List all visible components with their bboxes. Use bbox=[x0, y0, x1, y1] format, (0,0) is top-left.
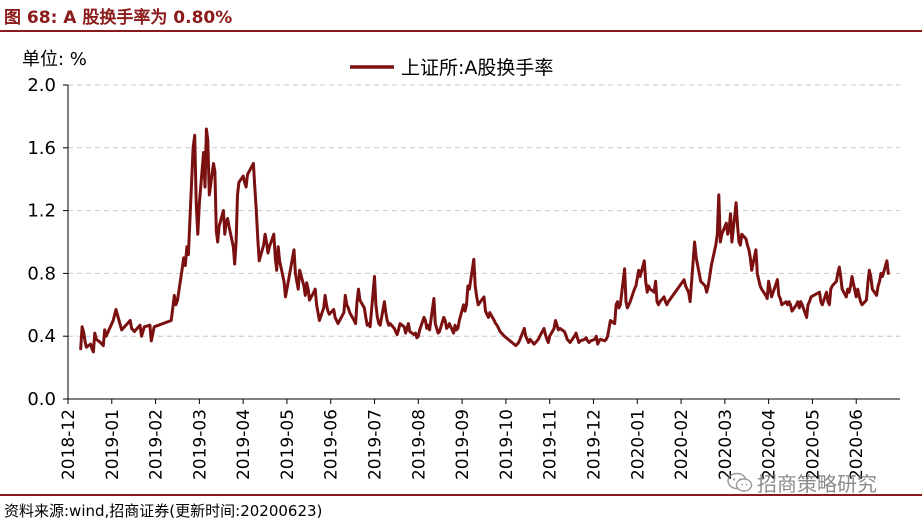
y-tick-label: 0.4 bbox=[27, 326, 56, 347]
y-tick-label: 0.8 bbox=[27, 263, 56, 284]
line-chart: 0.0 0.4 0.8 1.2 1.6 2.0 2018-12 2019-01 2019-02… bbox=[27, 57, 900, 480]
x-tick-label: 2020-03 bbox=[716, 409, 736, 480]
x-tick-label: 2019-04 bbox=[234, 409, 254, 480]
gridlines bbox=[68, 84, 900, 337]
x-tick-label: 2019-07 bbox=[366, 409, 386, 480]
x-tick-label: 2019-08 bbox=[409, 409, 429, 480]
x-tick-label: 2018-12 bbox=[59, 409, 79, 480]
x-tick-label: 2019-11 bbox=[541, 409, 561, 480]
figure-title: 图 68: A 股换手率为 0.80% bbox=[4, 8, 233, 28]
x-tick-label: 2020-01 bbox=[628, 409, 648, 480]
x-tick-label: 2019-09 bbox=[453, 409, 473, 480]
x-tick-label: 2019-10 bbox=[497, 409, 517, 480]
legend: 上证所:A股换手率 bbox=[350, 57, 553, 79]
watermark: 招商策略研究 bbox=[727, 468, 877, 497]
x-tick-label: 2020-02 bbox=[672, 409, 692, 480]
figure-header: 图 68: A 股换手率为 0.80% bbox=[0, 0, 922, 32]
y-tick-labels: 0.0 0.4 0.8 1.2 1.6 2.0 bbox=[27, 75, 56, 410]
y-tick-label: 2.0 bbox=[27, 75, 56, 96]
x-tick-label: 2020-06 bbox=[847, 409, 867, 480]
x-tick-label: 2019-06 bbox=[322, 409, 342, 480]
watermark-text: 招商策略研究 bbox=[757, 472, 877, 496]
x-tick-label: 2019-05 bbox=[278, 409, 298, 480]
legend-label: 上证所:A股换手率 bbox=[401, 57, 553, 79]
series-line bbox=[79, 127, 890, 354]
x-tick-labels: 2018-12 2019-01 2019-02 2019-03 2019-04 2019-… bbox=[59, 409, 867, 480]
y-tick-label: 1.6 bbox=[27, 138, 56, 159]
x-tick-label: 2019-03 bbox=[190, 409, 210, 480]
axes bbox=[63, 84, 900, 404]
x-tick-label: 2020-04 bbox=[760, 409, 780, 480]
x-tick-label: 2019-12 bbox=[584, 409, 604, 480]
unit-label: 单位: % bbox=[22, 49, 87, 70]
x-tick-label: 2019-02 bbox=[147, 409, 167, 480]
y-tick-label: 1.2 bbox=[27, 201, 56, 222]
series-lines bbox=[79, 127, 890, 354]
y-tick-label: 0.0 bbox=[27, 389, 56, 410]
source-note: 资料来源:wind,招商证券(更新时间:20200623) bbox=[4, 502, 323, 520]
wechat-icon bbox=[727, 472, 753, 492]
x-tick-label: 2020-05 bbox=[803, 409, 823, 480]
x-tick-label: 2019-01 bbox=[103, 409, 123, 480]
footer-rule bbox=[0, 494, 922, 496]
